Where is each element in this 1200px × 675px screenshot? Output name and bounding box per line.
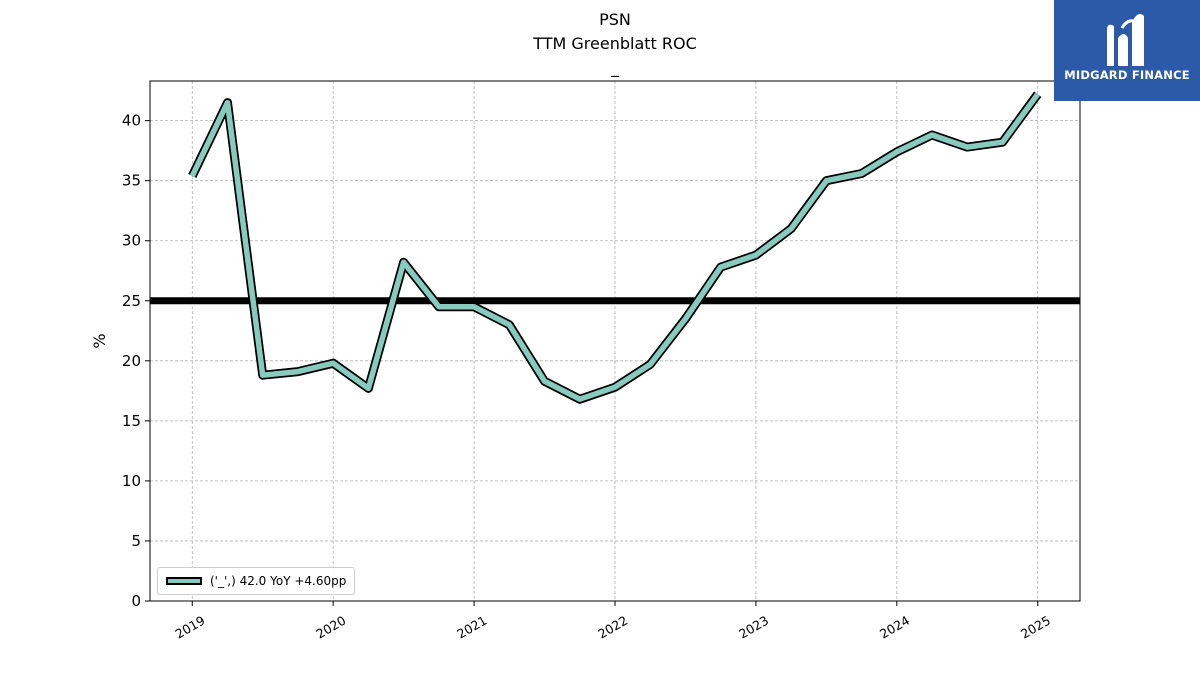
y-tick-label: 0 xyxy=(131,592,141,610)
y-tick-label: 15 xyxy=(122,412,141,430)
y-tick-label: 25 xyxy=(122,292,141,310)
y-axis: 0 5 10 15 20 25 30 35 40 xyxy=(122,112,150,610)
x-tick-label: 2025 xyxy=(1018,613,1053,642)
series-line xyxy=(189,92,1040,402)
logo-text: MIDGARD FINANCE xyxy=(1064,68,1190,82)
x-axis: 2019 2020 2021 2022 2023 2024 2025 xyxy=(172,601,1053,642)
y-tick-label: 20 xyxy=(122,352,141,370)
y-tick-label: 10 xyxy=(122,472,141,490)
series-layer xyxy=(188,91,1042,404)
x-tick-label: 2023 xyxy=(736,613,771,642)
chart-title: PSN xyxy=(599,10,631,29)
x-tick-label: 2020 xyxy=(313,613,348,642)
legend-swatch xyxy=(166,577,202,585)
logo-mark-icon xyxy=(1107,14,1144,67)
x-tick-label: 2024 xyxy=(877,613,912,642)
y-tick-label: 35 xyxy=(122,172,141,190)
y-tick-label: 5 xyxy=(131,532,141,550)
brand-logo: MIDGARD FINANCE xyxy=(1054,0,1200,101)
y-tick-label: 40 xyxy=(122,112,141,130)
grid xyxy=(150,81,1080,602)
x-tick-label: 2019 xyxy=(172,613,207,642)
y-tick-label: 30 xyxy=(122,232,141,250)
chart-title-block: PSN TTM Greenblatt ROC _ xyxy=(150,8,1080,80)
x-tick-label: 2022 xyxy=(595,613,630,642)
x-tick-label: 2021 xyxy=(454,613,489,642)
chart-subtitle: TTM Greenblatt ROC xyxy=(533,34,697,53)
legend-label: ('_',) 42.0 YoY +4.60pp xyxy=(210,574,347,588)
chart-subtitle-2: _ xyxy=(611,58,619,77)
legend: ('_',) 42.0 YoY +4.60pp xyxy=(157,567,356,595)
y-axis-label: % xyxy=(90,333,109,348)
